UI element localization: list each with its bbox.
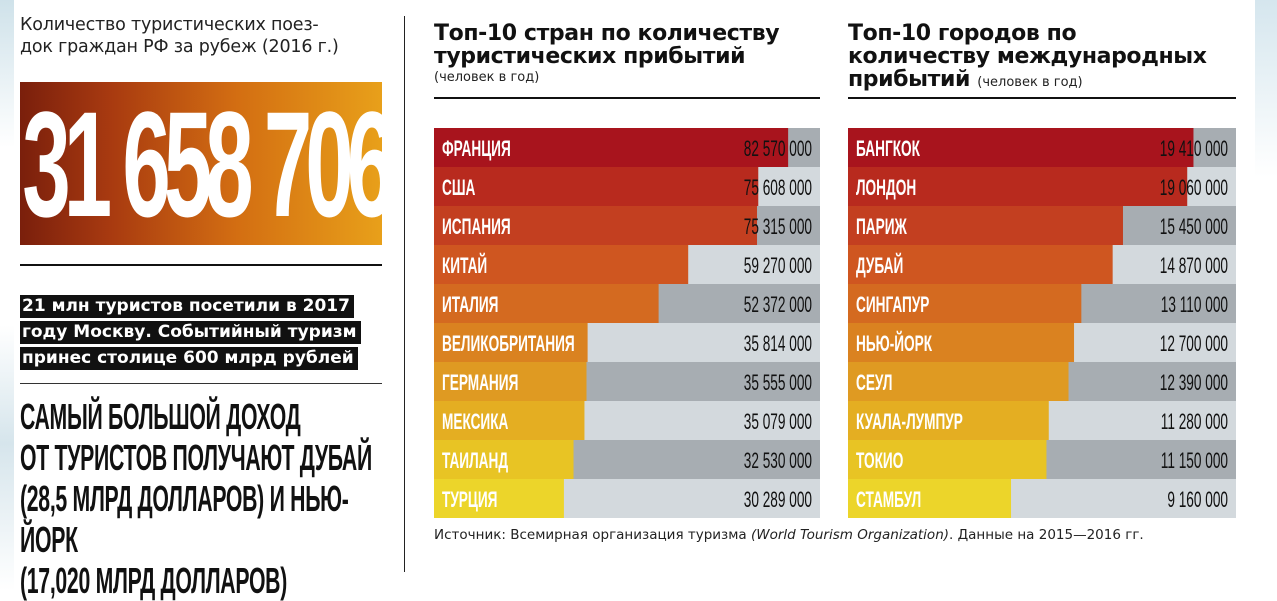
city-category-label: БАНГКОК [856, 136, 921, 161]
intro-text: Количество туристических поез- док гражд… [20, 14, 380, 58]
countries-chart-title: Топ-10 стран по количеству туристических… [434, 22, 824, 68]
country-category-label: США [442, 175, 475, 200]
country-bar [434, 323, 588, 362]
intro-line-1: Количество туристических поез- [20, 15, 319, 35]
city-value-label: 11 150 000 [1161, 448, 1228, 473]
fact-line-1: 21 млн туристов посетили в 2017 [20, 295, 354, 318]
country-bar [434, 440, 574, 479]
source-prefix: Источник: Всемирная организация туризма [434, 527, 751, 543]
city-bar [848, 479, 1012, 518]
divider [20, 383, 382, 384]
headline: Самый большой доход от туристов получают… [20, 396, 374, 601]
moscow-fact: 21 млн туристов посетили в 2017 году Мос… [20, 293, 380, 371]
city-bar [848, 245, 1113, 284]
source-note: Источник: Всемирная организация туризма … [434, 527, 1254, 543]
cities-chart: Топ-10 городов по количеству международн… [848, 22, 1238, 94]
decorative-edge-left [0, 0, 14, 591]
big-number-value: 31 658 706 [22, 82, 382, 245]
country-value-label: 35 555 000 [744, 370, 812, 395]
country-value-label: 82 570 000 [744, 136, 812, 161]
city-value-label: 12 390 000 [1160, 370, 1228, 395]
country-bar [434, 167, 759, 206]
country-value-label: 52 372 000 [744, 292, 812, 317]
city-category-label: НЬЮ-ЙОРК [856, 331, 933, 356]
city-bar [848, 323, 1075, 362]
decorative-edge-right [1255, 0, 1277, 591]
countries-chart-subtitle: (человек в год) [434, 70, 540, 85]
country-category-label: ФРАНЦИЯ [442, 136, 511, 161]
headline-line-3: (28,5 млрд долларов) и Нью-Йорк [20, 478, 349, 560]
city-value-label: 14 870 000 [1160, 253, 1228, 278]
city-category-label: ЛОНДОН [856, 175, 916, 200]
city-bar [848, 206, 1123, 245]
country-category-label: ИСПАНИЯ [442, 214, 511, 239]
city-value-label: 19 060 000 [1160, 175, 1228, 200]
countries-title-line-2: туристических прибытий [434, 44, 746, 69]
city-category-label: СИНГАПУР [856, 292, 929, 317]
country-category-label: ГЕРМАНИЯ [442, 370, 518, 395]
city-bar [848, 362, 1069, 401]
source-org: (World Tourism Organization) [751, 527, 950, 543]
city-bar [848, 440, 1047, 479]
city-value-label: 11 280 000 [1161, 409, 1228, 434]
column-divider [404, 16, 405, 572]
city-category-label: ПАРИЖ [856, 214, 907, 239]
country-bar [434, 401, 585, 440]
headline-line-2: от туристов получают Дубай [20, 437, 372, 478]
cities-title-rule [848, 97, 1236, 99]
city-category-label: КУАЛА-ЛУМПУР [856, 409, 963, 434]
cities-chart-title: Топ-10 городов по количеству международн… [848, 22, 1238, 94]
city-category-label: ТОКИО [856, 448, 903, 473]
country-category-label: КИТАЙ [442, 253, 487, 278]
countries-title-rule [434, 97, 820, 99]
country-value-label: 35 079 000 [744, 409, 812, 434]
city-category-label: ДУБАЙ [856, 253, 903, 278]
fact-line-2: году Москву. Событийный туризм [20, 321, 361, 344]
city-bar [848, 401, 1049, 440]
fact-line-3: принес столице 600 млрд рублей [20, 347, 358, 370]
country-bar [434, 479, 564, 518]
headline-line-1: Самый большой доход [20, 396, 301, 437]
country-value-label: 30 289 000 [744, 487, 812, 512]
big-number-banner: 31 658 706 [20, 82, 382, 245]
country-value-label: 59 270 000 [744, 253, 812, 278]
cities-chart-subtitle: (человек в год) [977, 75, 1083, 90]
country-value-label: 35 814 000 [744, 331, 812, 356]
city-value-label: 15 450 000 [1160, 214, 1228, 239]
city-category-label: СЕУЛ [856, 370, 892, 395]
city-bar [848, 284, 1082, 323]
city-value-label: 19 410 000 [1160, 136, 1228, 161]
cities-title-line-3: прибытий [848, 67, 971, 92]
country-bar [434, 245, 689, 284]
source-suffix: . Данные на 2015—2016 гг. [949, 527, 1144, 543]
countries-chart: Топ-10 стран по количеству туристических… [434, 22, 824, 85]
intro-line-2: док граждан РФ за рубеж (2016 г.) [20, 37, 339, 57]
country-bar [434, 284, 659, 323]
cities-title-line-1: Топ-10 городов по [848, 21, 1077, 46]
city-bar [848, 128, 1194, 167]
cities-bars: БАНГКОК 19 410 000 ЛОНДОН 19 060 000 ПАРИЖ 15… [848, 128, 1236, 518]
country-value-label: 75 608 000 [744, 175, 812, 200]
city-value-label: 12 700 000 [1160, 331, 1228, 356]
headline-line-4: (17,020 млрд долларов) [20, 560, 288, 601]
country-value-label: 32 530 000 [744, 448, 812, 473]
city-value-label: 13 110 000 [1161, 292, 1228, 317]
city-category-label: СТАМБУЛ [856, 487, 921, 512]
country-bar [434, 206, 758, 245]
city-value-label: 9 160 000 [1167, 487, 1228, 512]
country-category-label: ИТАЛИЯ [442, 292, 498, 317]
countries-bars: ФРАНЦИЯ 82 570 000 США 75 608 000 ИСПАНИЯ 75 … [434, 128, 820, 518]
city-bar [848, 167, 1188, 206]
country-category-label: ТАИЛАНД [442, 448, 508, 473]
cities-title-line-2: количеству международных [848, 44, 1207, 69]
country-bar [434, 362, 587, 401]
country-category-label: МЕКСИКА [442, 409, 508, 434]
country-category-label: ВЕЛИКОБРИТАНИЯ [442, 331, 575, 356]
country-category-label: ТУРЦИЯ [442, 487, 497, 512]
divider [20, 264, 382, 266]
country-value-label: 75 315 000 [744, 214, 812, 239]
country-bar [434, 128, 789, 167]
countries-title-line-1: Топ-10 стран по количеству [434, 21, 780, 46]
